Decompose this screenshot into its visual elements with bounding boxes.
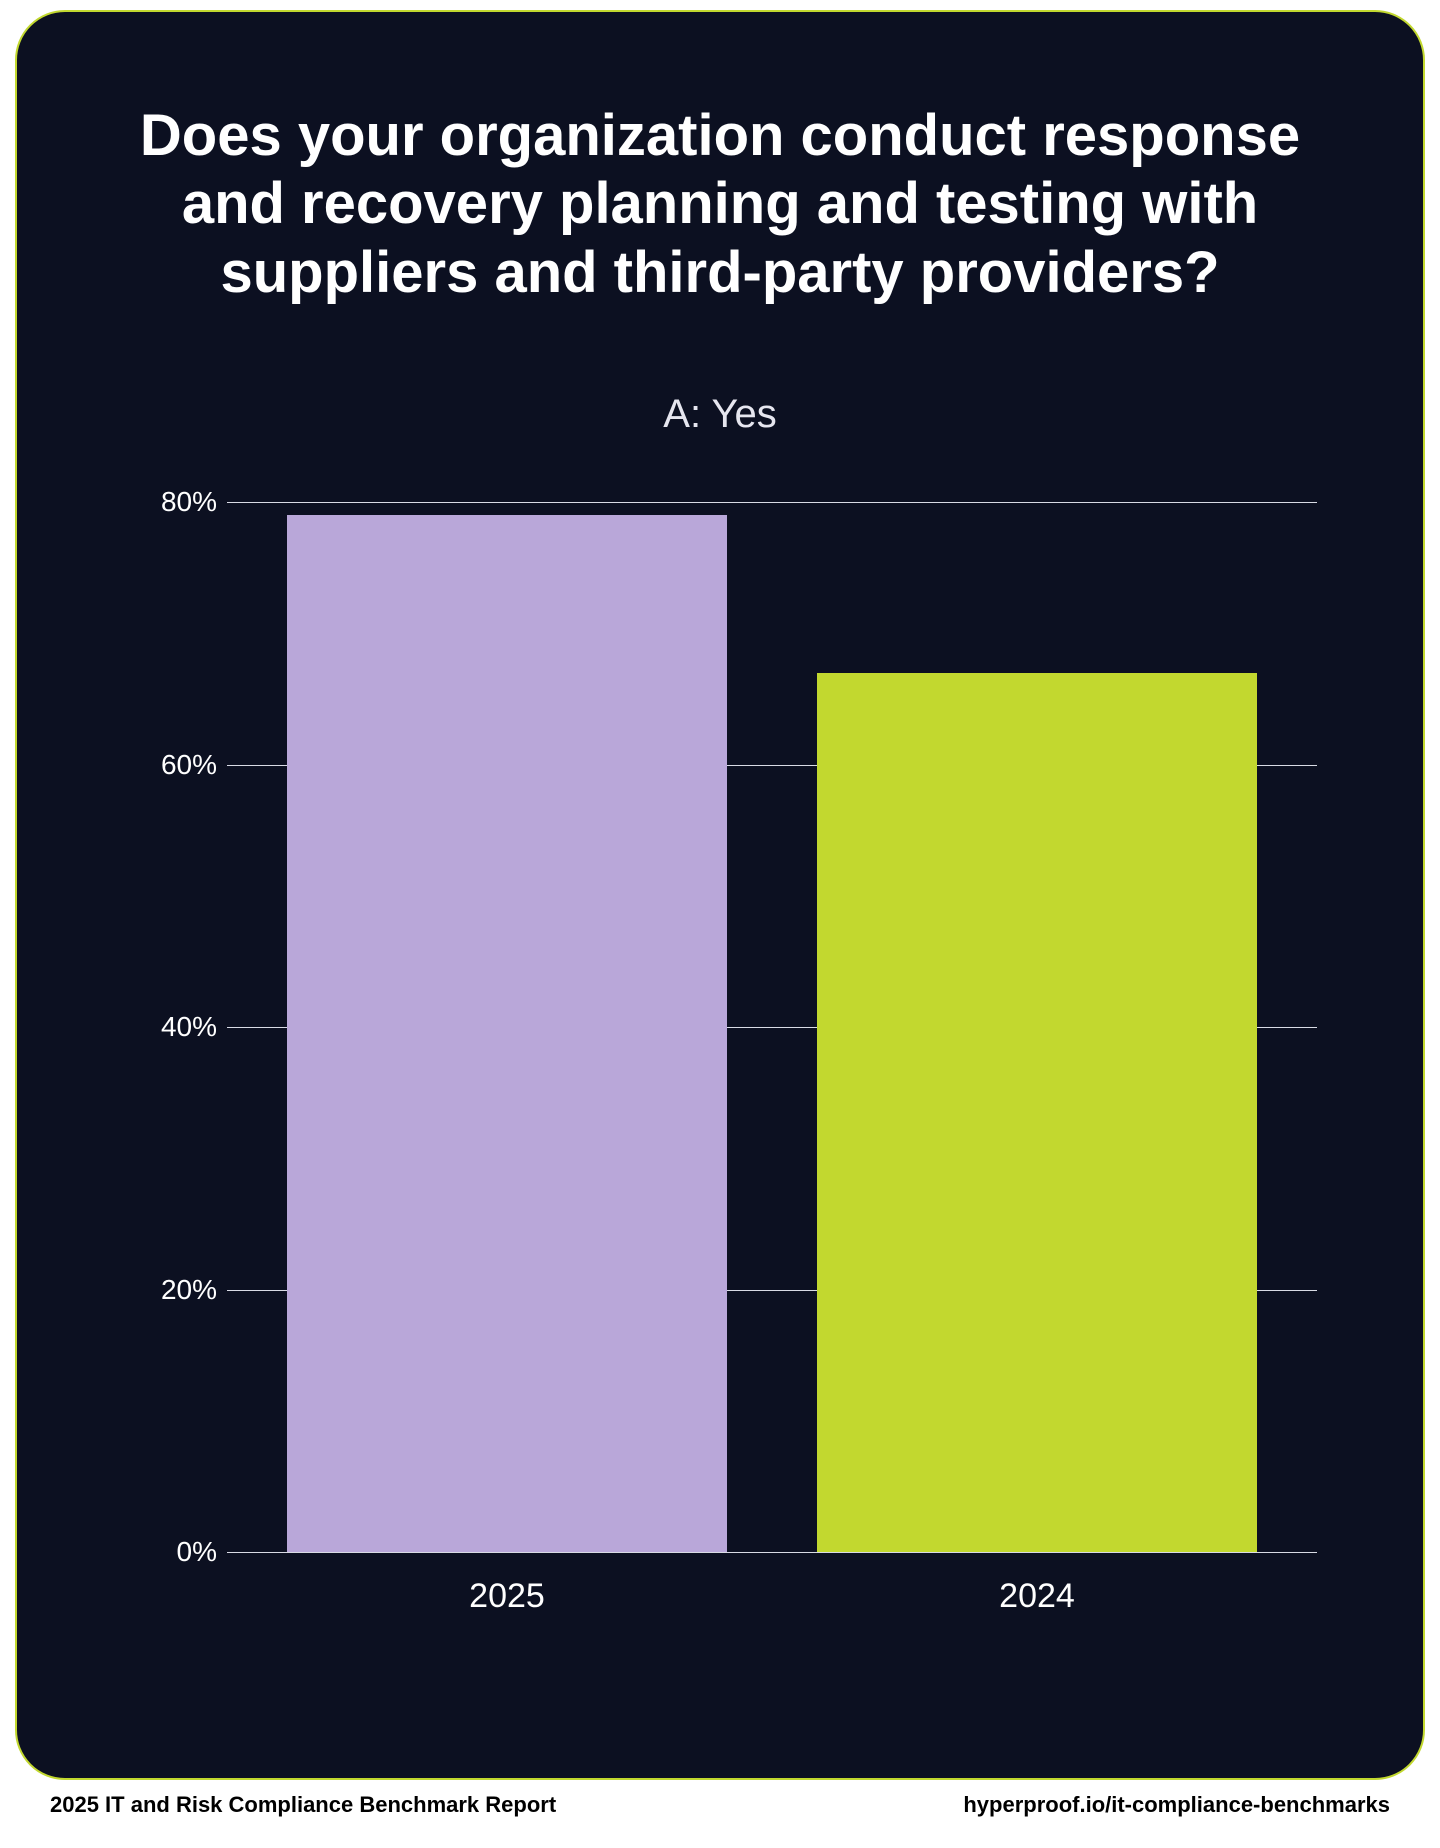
footer: 2025 IT and Risk Compliance Benchmark Re… bbox=[50, 1792, 1390, 1818]
y-axis-label: 20% bbox=[117, 1274, 217, 1306]
bar bbox=[817, 673, 1257, 1552]
y-axis-label: 40% bbox=[117, 1011, 217, 1043]
footer-left: 2025 IT and Risk Compliance Benchmark Re… bbox=[50, 1792, 556, 1818]
y-axis-label: 0% bbox=[117, 1536, 217, 1568]
x-axis-label: 2024 bbox=[999, 1577, 1075, 1616]
gridline bbox=[227, 502, 1317, 503]
gridline bbox=[227, 1552, 1317, 1553]
x-axis-label: 2025 bbox=[469, 1577, 545, 1616]
chart-card: Does your organization conduct response … bbox=[15, 10, 1425, 1780]
y-axis-label: 60% bbox=[117, 749, 217, 781]
chart-title: Does your organization conduct response … bbox=[97, 102, 1343, 307]
y-axis-label: 80% bbox=[117, 486, 217, 518]
bar bbox=[287, 515, 727, 1552]
chart-subtitle: A: Yes bbox=[17, 392, 1423, 437]
plot-area bbox=[227, 502, 1317, 1552]
bar-chart: 0%20%40%60%80%20252024 bbox=[147, 502, 1317, 1632]
footer-right: hyperproof.io/it-compliance-benchmarks bbox=[963, 1792, 1390, 1818]
